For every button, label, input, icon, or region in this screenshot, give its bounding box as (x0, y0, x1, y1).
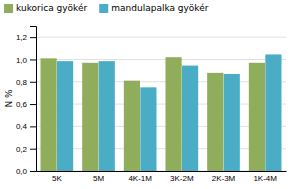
bar (265, 54, 281, 171)
tick-label: 3K-2M (170, 174, 194, 183)
legend-swatch (4, 4, 13, 13)
legend-label: kukorica gyökér (16, 3, 88, 13)
bar (140, 87, 156, 171)
bar (99, 61, 115, 171)
tick: 5M (93, 174, 104, 183)
tick-label: 0,6 (16, 100, 28, 109)
legend-item: kukorica gyökér (4, 3, 88, 13)
tick: 1,2 (16, 33, 36, 42)
grid (36, 37, 286, 171)
tick: 4K-1M (128, 174, 152, 183)
legend-swatch (99, 4, 108, 13)
tick-mark (30, 59, 36, 60)
grid-line (36, 59, 286, 60)
bar (57, 61, 73, 171)
bar (82, 63, 98, 171)
tick: 0,0 (16, 167, 36, 176)
tick-label: 0,8 (16, 78, 28, 87)
tick: 1K-4M (253, 174, 277, 183)
tick: 0,2 (16, 145, 36, 154)
tick-label: 5K (52, 174, 62, 183)
tick: 3K-2M (170, 174, 194, 183)
tick-label: 0,0 (16, 167, 28, 176)
axis-line (30, 27, 37, 172)
chart: 0,0 0,2 0,4 0,6 0,8 1,0 1,2 5K 5M 4K-1M 3K-2M 2K-3M… (0, 0, 294, 189)
axis-line (37, 171, 287, 172)
y-axis-title: N % (4, 89, 14, 108)
bar (207, 73, 223, 171)
tick-mark (30, 37, 36, 38)
tick-label: 0,2 (16, 145, 28, 154)
tick-mark (30, 171, 36, 172)
bar (224, 74, 240, 171)
bars (40, 54, 281, 171)
tick: 5K (52, 174, 62, 183)
bar (249, 63, 265, 171)
tick: 0,6 (16, 100, 36, 109)
tick-label: 4K-1M (128, 174, 152, 183)
tick: 1,0 (16, 56, 36, 65)
x-axis: 5K 5M 4K-1M 3K-2M 2K-3M 1K-4M (37, 172, 287, 183)
legend-item: mandulapalka gyökér (99, 3, 209, 13)
tick-label: 1,0 (16, 56, 28, 65)
tick-mark (30, 104, 36, 105)
tick: 0,4 (16, 122, 36, 131)
tick-label: 2K-3M (212, 174, 236, 183)
grid-line (36, 148, 286, 149)
tick-mark (30, 82, 36, 83)
series (57, 54, 282, 171)
bar (40, 58, 56, 171)
tick-label: 1K-4M (253, 174, 277, 183)
tick-label: 1,2 (16, 33, 28, 42)
grid-line (36, 37, 286, 38)
bar (124, 81, 140, 171)
plot: 0,0 0,2 0,4 0,6 0,8 1,0 1,2 5K 5M 4K-1M 3K-2M 2K-3M… (16, 27, 287, 183)
series (40, 57, 265, 171)
tick-mark (30, 126, 36, 127)
tick: 0,8 (16, 78, 36, 87)
legend: kukorica gyökér mandulapalka gyökér (4, 3, 209, 13)
tick-mark (30, 149, 36, 150)
tick-label: 5M (93, 174, 104, 183)
grid-line (36, 126, 286, 127)
bar (165, 57, 181, 171)
grid-line (36, 171, 286, 172)
grid-line (36, 81, 286, 82)
tick-label: 0,4 (16, 122, 28, 131)
legend-label: mandulapalka gyökér (111, 3, 209, 13)
y-axis: 0,0 0,2 0,4 0,6 0,8 1,0 1,2 (16, 27, 37, 177)
tick: 2K-3M (212, 174, 236, 183)
grid-line (36, 104, 286, 105)
bar (182, 66, 198, 171)
